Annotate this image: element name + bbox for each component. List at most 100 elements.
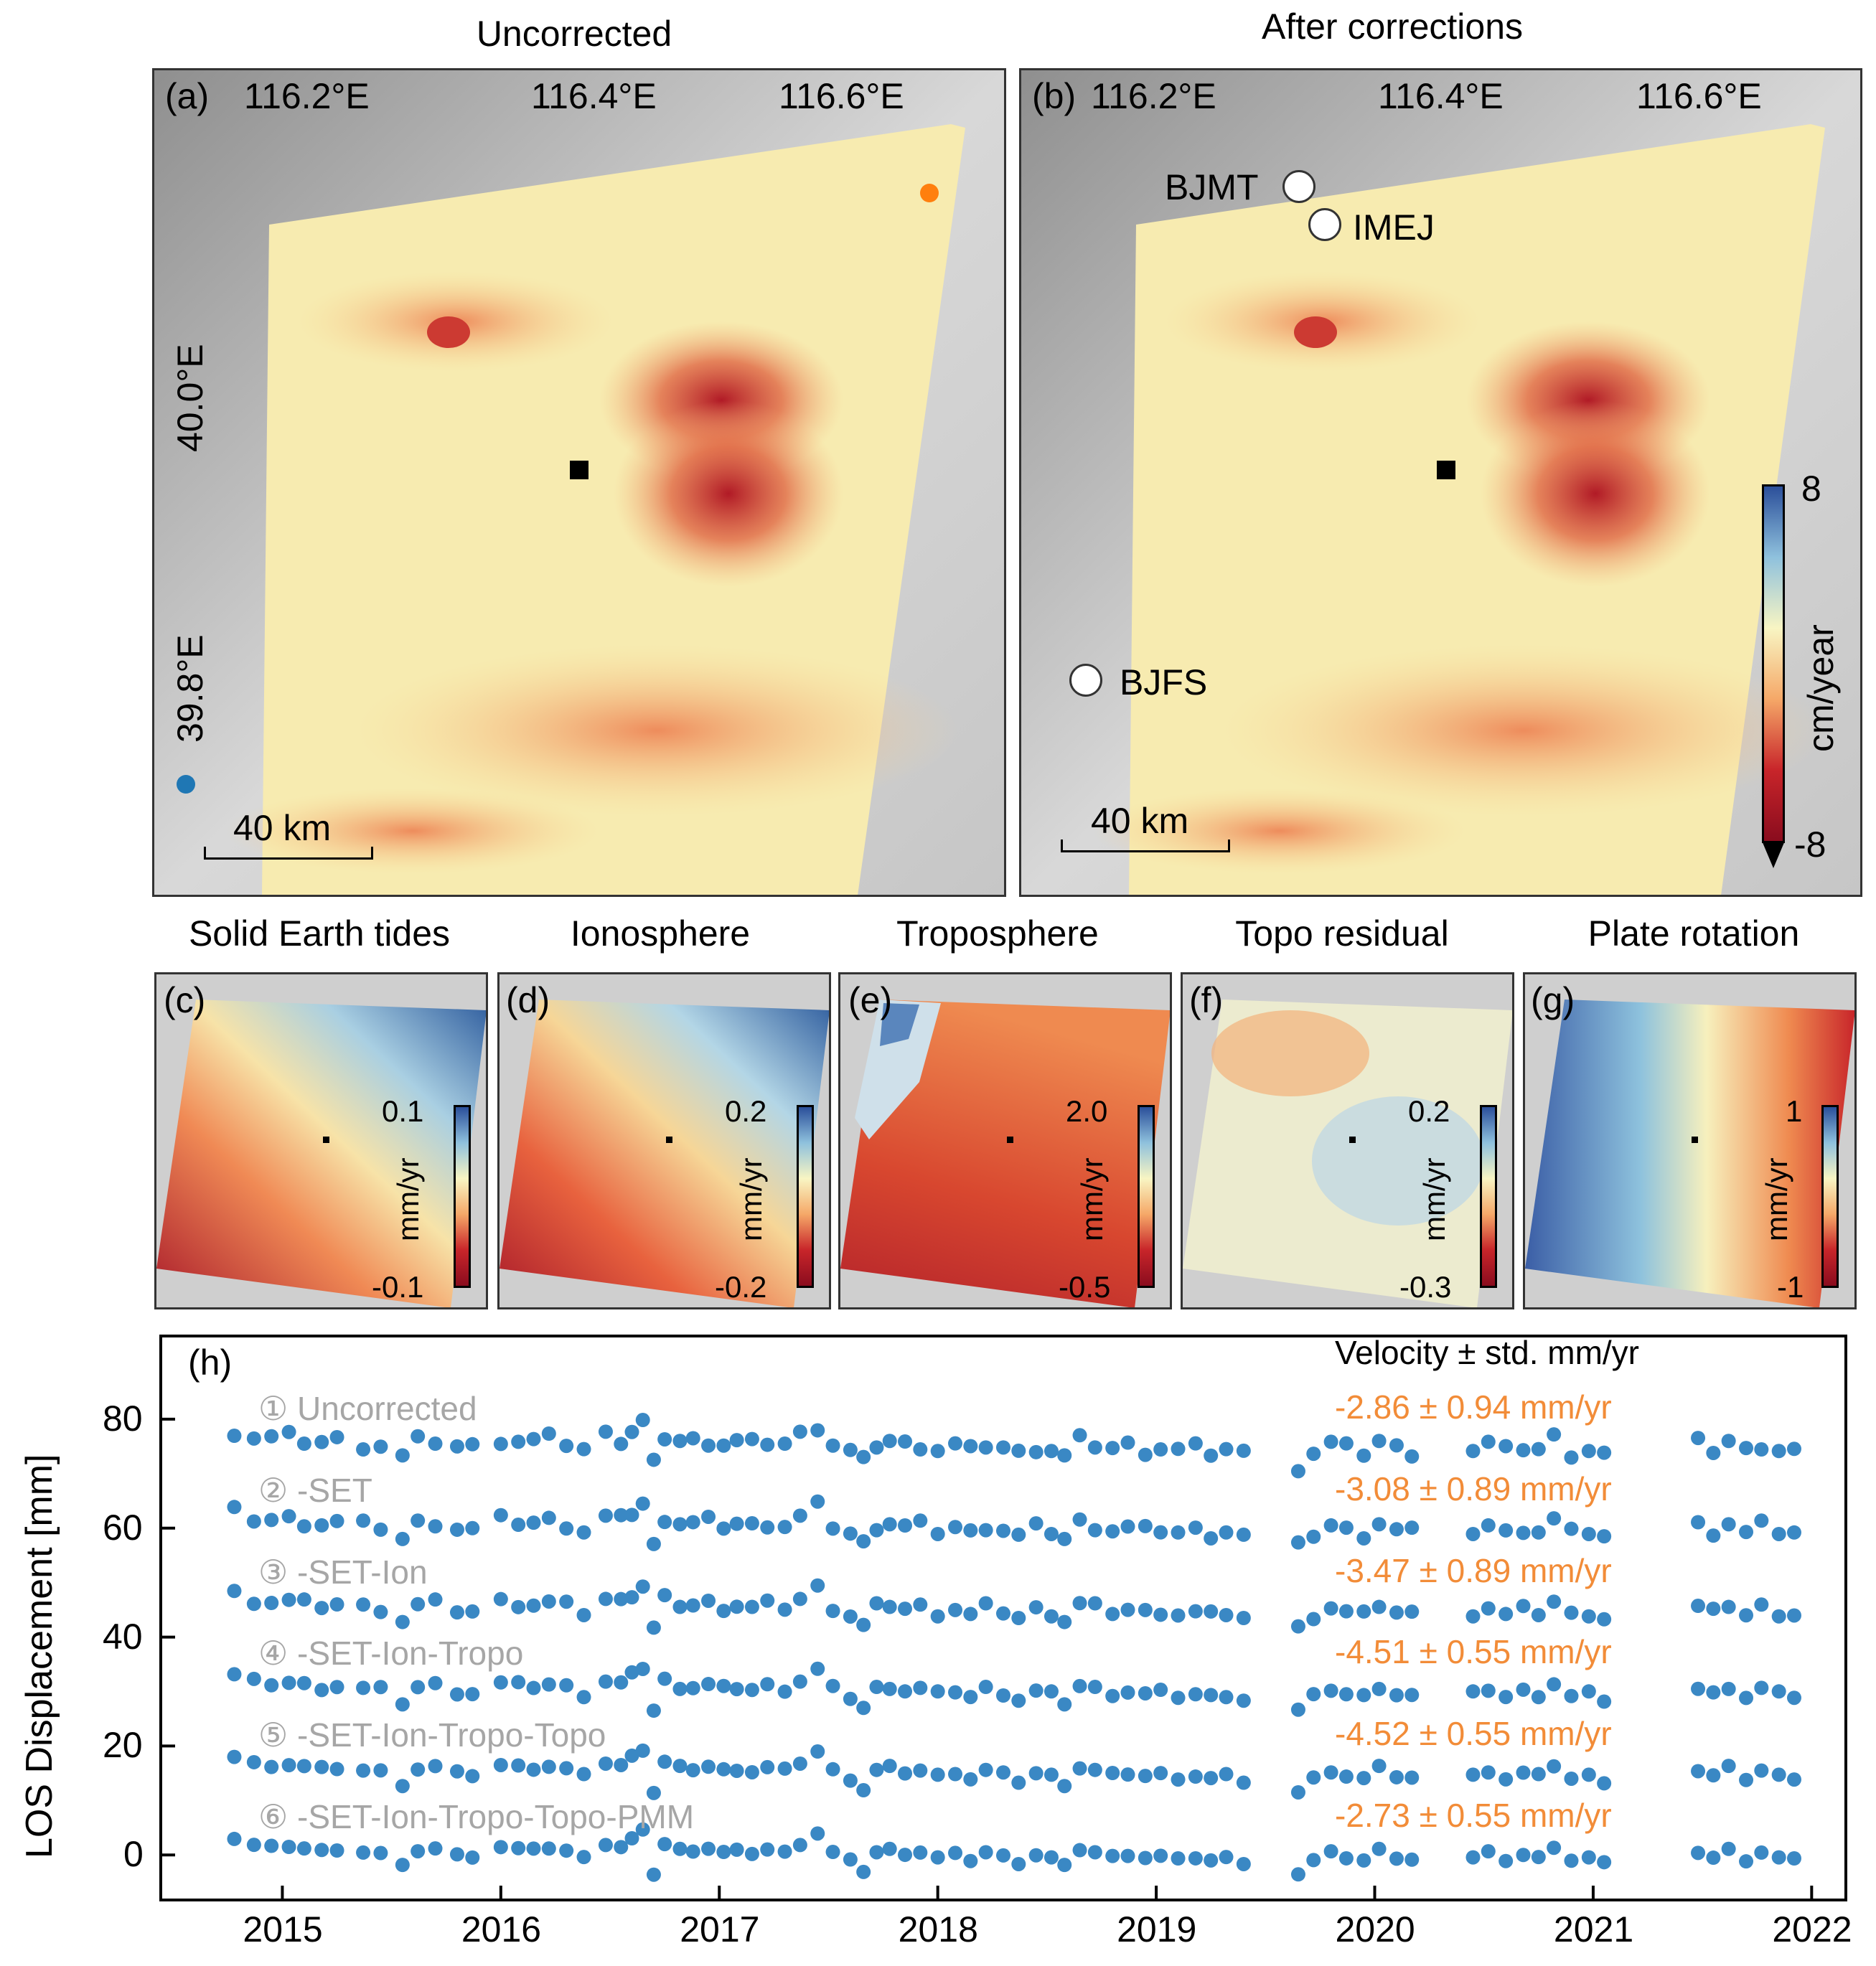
data-point xyxy=(281,1592,296,1607)
scale-bar-a xyxy=(204,847,373,860)
data-point xyxy=(825,1762,840,1777)
reference-square-e xyxy=(1007,1137,1013,1143)
data-point xyxy=(1564,1771,1579,1786)
data-point xyxy=(329,1762,344,1777)
data-point xyxy=(1204,1448,1219,1463)
data-point xyxy=(1771,1444,1786,1459)
data-point xyxy=(1057,1614,1072,1629)
data-point xyxy=(744,1846,759,1861)
data-point xyxy=(760,1520,775,1535)
data-point xyxy=(1188,1520,1203,1535)
panel-label-d: (d) xyxy=(506,980,550,1020)
data-point xyxy=(526,1598,541,1613)
data-point xyxy=(1236,1611,1251,1625)
data-point xyxy=(411,1596,426,1612)
data-point xyxy=(1043,1850,1059,1865)
data-point xyxy=(1754,1442,1769,1457)
data-point xyxy=(373,1763,388,1778)
data-point xyxy=(541,1426,556,1441)
title-topo-residual: Topo residual xyxy=(1235,913,1449,954)
data-point xyxy=(1153,1442,1168,1457)
data-point xyxy=(395,1779,410,1794)
data-point xyxy=(1499,1523,1514,1538)
data-point xyxy=(701,1677,716,1692)
colorbar-d-min: -0.2 xyxy=(715,1270,767,1304)
timeseries-svg xyxy=(162,1413,1814,1899)
y-tick-label: 0 xyxy=(123,1834,144,1875)
data-point xyxy=(635,1413,650,1428)
data-point xyxy=(541,1841,556,1856)
data-point xyxy=(598,1674,613,1689)
colorbar-d-max: 0.2 xyxy=(725,1094,767,1128)
station-marker-bjfs[interactable] xyxy=(1069,664,1102,697)
data-point xyxy=(1057,1448,1072,1463)
data-point xyxy=(1721,1841,1736,1856)
data-point xyxy=(963,1439,978,1454)
data-point xyxy=(898,1848,913,1863)
data-point xyxy=(1028,1848,1043,1863)
panel-label-h: (h) xyxy=(188,1342,233,1383)
data-point xyxy=(493,1757,508,1772)
title-solid-earth-tides: Solid Earth tides xyxy=(188,913,451,954)
data-point xyxy=(246,1514,261,1529)
data-point xyxy=(541,1759,556,1774)
data-point xyxy=(729,1842,744,1857)
data-point xyxy=(1057,1697,1072,1712)
data-point xyxy=(1516,1765,1531,1780)
data-point xyxy=(1290,1784,1305,1800)
data-point xyxy=(1138,1850,1153,1866)
data-point xyxy=(1171,1772,1186,1787)
data-point xyxy=(624,1665,639,1680)
data-point xyxy=(373,1845,388,1861)
data-point xyxy=(1389,1688,1404,1703)
data-point xyxy=(576,1850,591,1865)
colorbar-g-min: -1 xyxy=(1777,1270,1804,1304)
data-point xyxy=(614,1675,629,1690)
colorbar-c-max: 0.1 xyxy=(382,1094,424,1128)
data-point xyxy=(1465,1526,1481,1541)
data-point xyxy=(843,1852,858,1867)
data-point xyxy=(810,1826,825,1841)
station-marker-imej[interactable] xyxy=(1308,208,1341,241)
data-point xyxy=(1306,1447,1321,1462)
data-point xyxy=(526,1680,541,1695)
data-point xyxy=(810,1661,825,1676)
data-point xyxy=(1188,1769,1203,1784)
data-point xyxy=(1072,1596,1087,1611)
panel-label-c: (c) xyxy=(164,980,206,1020)
data-point xyxy=(329,1513,344,1528)
data-point xyxy=(411,1680,426,1695)
data-point xyxy=(1516,1443,1531,1458)
data-point xyxy=(1072,1512,1087,1527)
data-point xyxy=(1786,1690,1801,1706)
data-point xyxy=(493,1508,508,1523)
data-point xyxy=(1547,1427,1562,1442)
data-point xyxy=(1531,1607,1546,1622)
data-point xyxy=(264,1838,279,1853)
data-point xyxy=(996,1606,1010,1621)
data-point xyxy=(1786,1772,1801,1787)
data-point xyxy=(541,1594,556,1609)
colorbar-e xyxy=(1138,1105,1155,1288)
station-marker-bjmt[interactable] xyxy=(1282,170,1315,203)
data-point xyxy=(1581,1526,1596,1541)
data-point xyxy=(1516,1599,1531,1614)
data-point xyxy=(1499,1607,1514,1622)
data-point xyxy=(1120,1602,1135,1617)
data-point xyxy=(1706,1602,1721,1617)
data-point xyxy=(882,1434,897,1449)
data-point xyxy=(825,1845,840,1860)
data-point xyxy=(882,1599,897,1614)
data-point xyxy=(1290,1464,1305,1479)
data-point xyxy=(428,1592,443,1607)
y-tick-label: 20 xyxy=(103,1725,143,1766)
data-point xyxy=(1499,1439,1514,1454)
data-point xyxy=(1072,1678,1087,1693)
data-point xyxy=(729,1682,744,1697)
data-point xyxy=(227,1429,242,1444)
data-point xyxy=(1404,1852,1420,1867)
data-point xyxy=(1219,1767,1234,1782)
data-point xyxy=(541,1677,556,1692)
data-point xyxy=(810,1494,825,1509)
reference-square-a xyxy=(570,461,588,479)
